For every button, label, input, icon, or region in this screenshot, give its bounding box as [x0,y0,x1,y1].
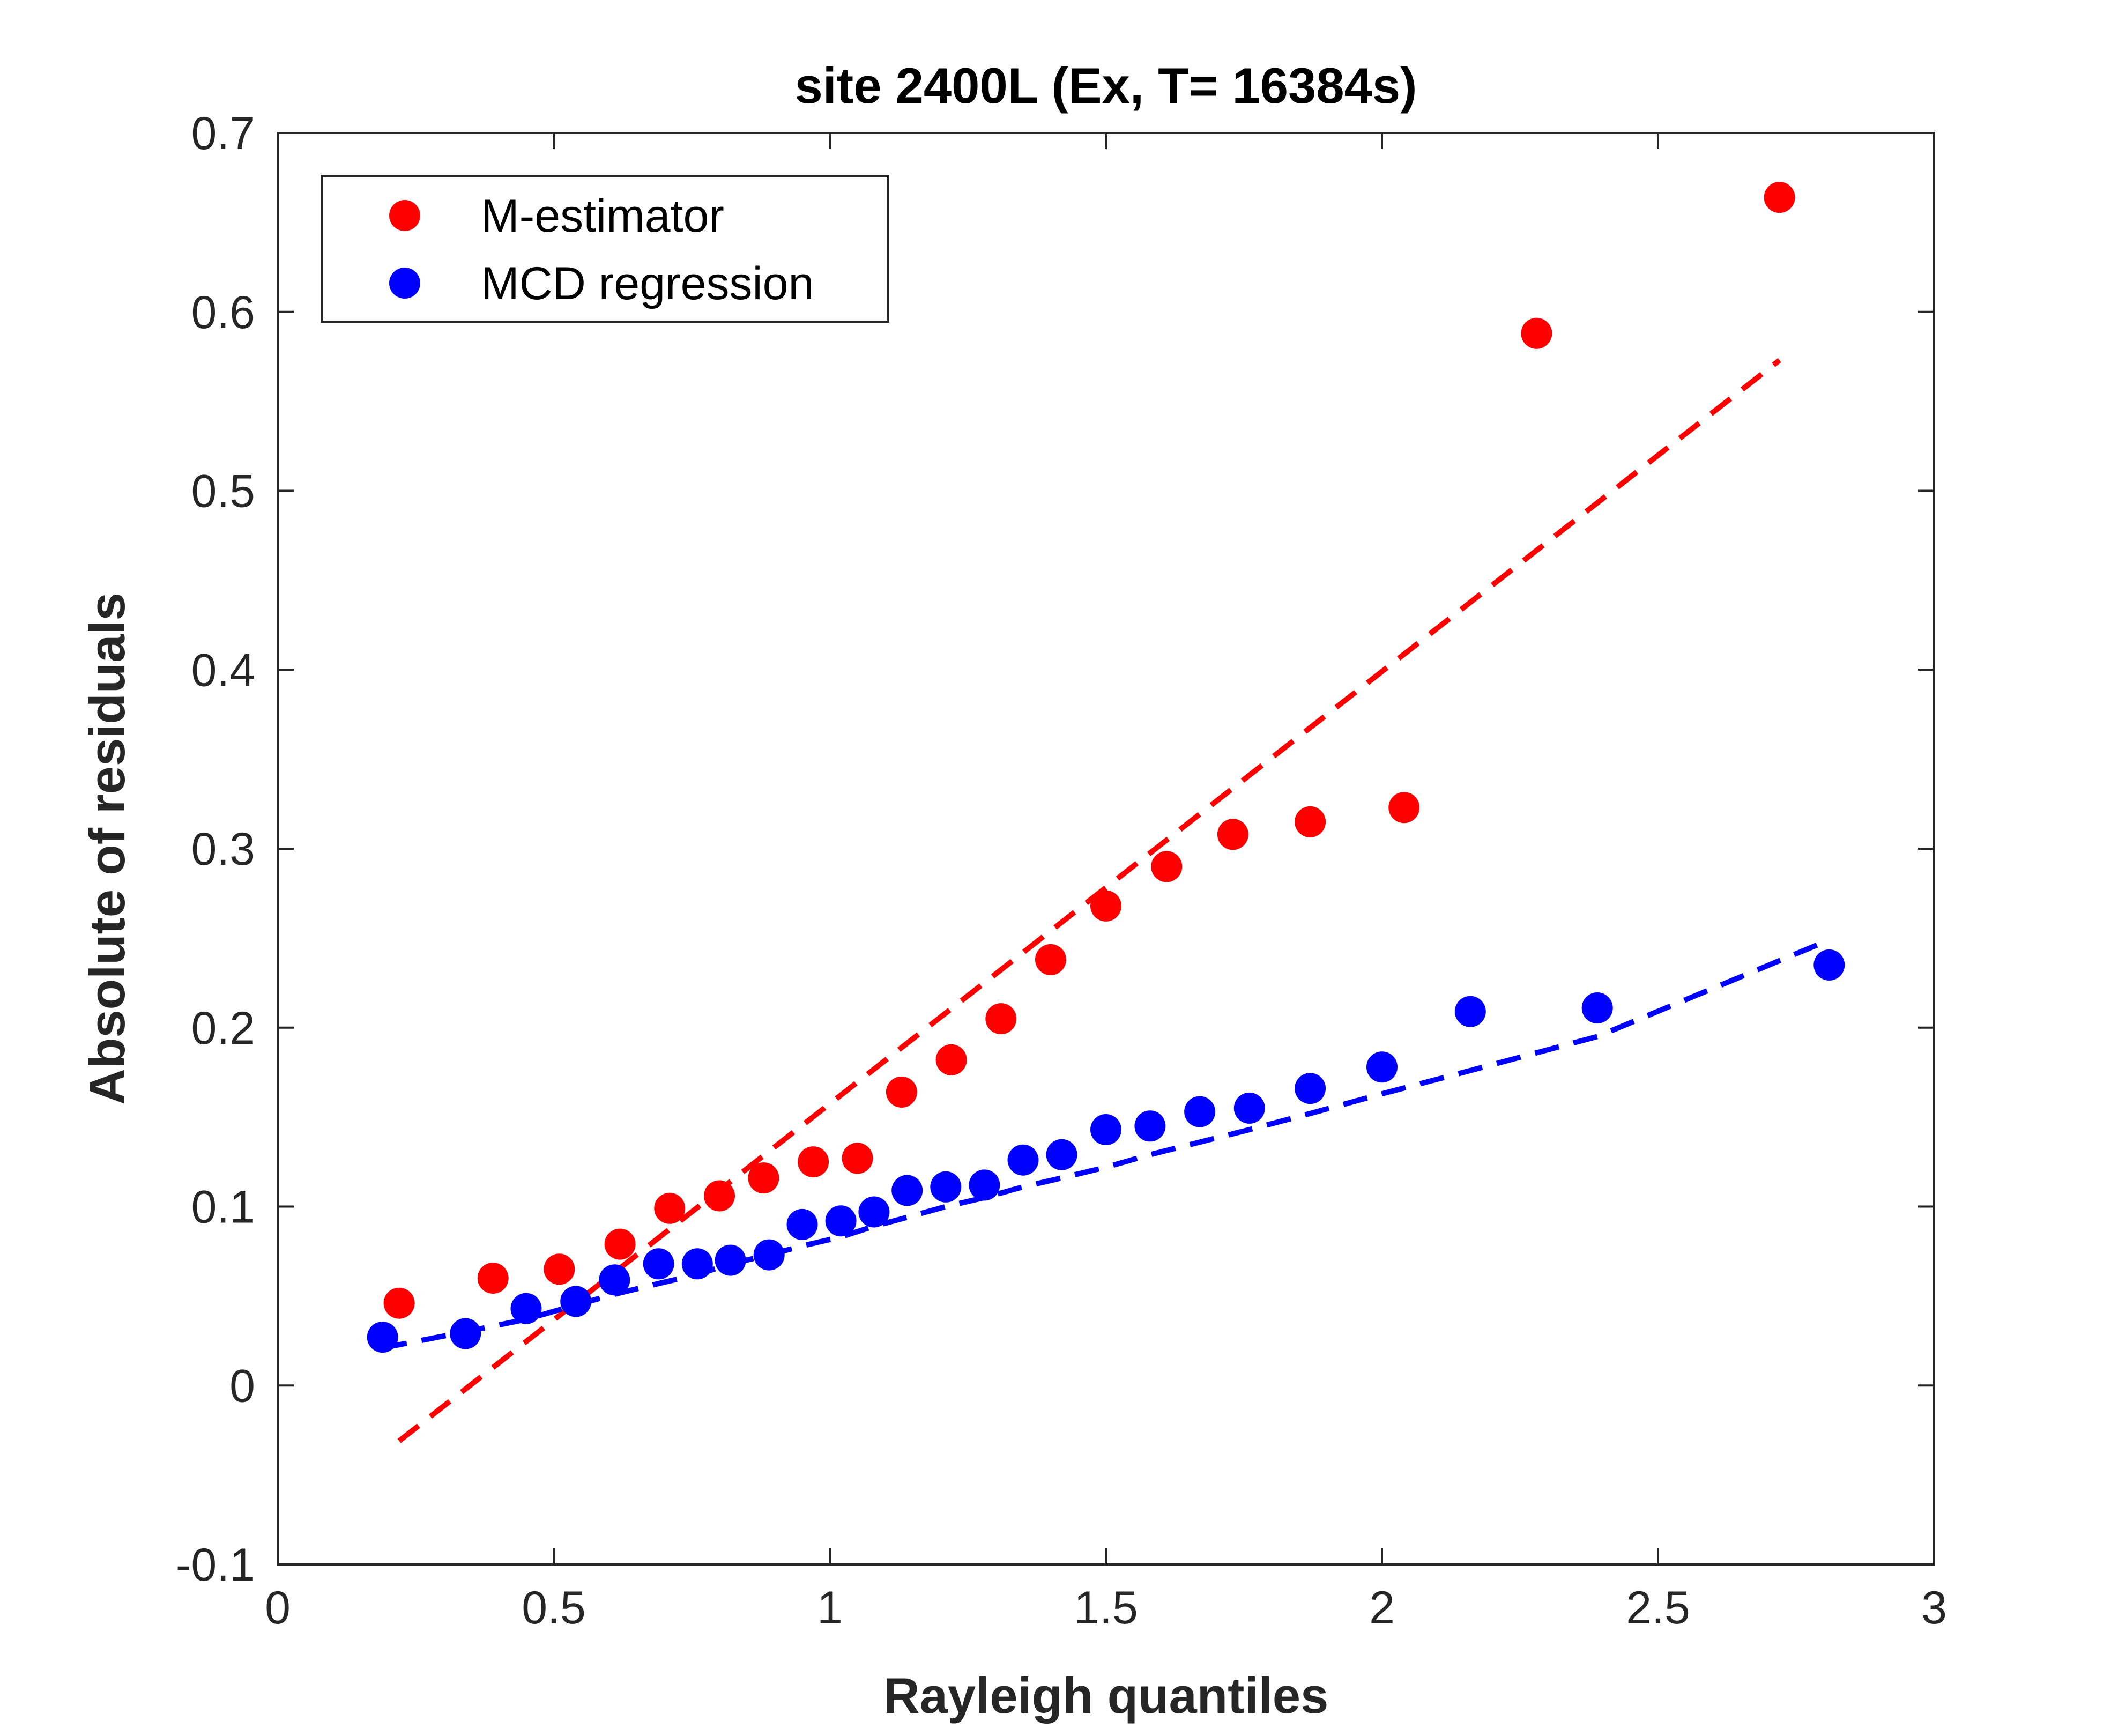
point-series-1-5 [643,1248,674,1280]
y-tick-label: 0.5 [191,466,255,517]
y-tick-label: 0.6 [191,287,255,338]
x-tick-label: 1 [817,1582,843,1634]
ticks: 0 0.5 1 1.5 2 2.5 3-0.100.10.20.30.40.50.60.7 [176,108,1947,1634]
point-series-1-11 [858,1196,890,1228]
y-axis-label: Absolute of residuals [79,592,135,1105]
y-tick-label: 0.2 [191,1003,255,1054]
x-tick-label: 0.5 [522,1582,586,1634]
point-series-1-21 [1295,1073,1326,1104]
point-series-0-14 [1151,851,1183,882]
point-series-1-6 [681,1248,713,1280]
point-series-1-25 [1813,949,1845,981]
point-series-0-1 [477,1263,509,1294]
point-series-0-2 [544,1253,575,1285]
data-markers [367,182,1845,1353]
point-series-0-4 [654,1192,686,1224]
plot-area [278,133,1934,1564]
point-series-1-1 [450,1318,481,1349]
y-tick-label: 0.1 [191,1182,255,1233]
point-series-1-22 [1366,1051,1398,1083]
point-series-1-2 [510,1293,542,1324]
point-series-0-10 [935,1044,967,1075]
x-tick-label: 3 [1921,1582,1947,1634]
point-series-1-0 [367,1322,398,1353]
x-tick-label: 2.5 [1626,1582,1690,1634]
y-tick-label: 0.3 [191,824,255,875]
point-series-1-10 [825,1205,857,1237]
legend-marker-series-0 [389,200,420,231]
point-series-0-16 [1295,806,1326,837]
point-series-1-16 [1046,1139,1077,1170]
point-series-1-4 [599,1264,630,1296]
chart-title: site 2400L (Ex, T= 16384s) [795,57,1417,114]
legend-label-series-0: M-estimator [481,190,724,242]
point-series-1-17 [1090,1114,1121,1145]
y-tick-label: 0.7 [191,108,255,159]
point-series-0-3 [604,1228,636,1260]
point-series-1-12 [891,1175,923,1206]
point-series-0-15 [1217,819,1248,850]
point-series-0-18 [1521,317,1552,349]
point-series-0-11 [985,1003,1017,1035]
y-tick-label: 0.4 [191,644,255,696]
point-series-1-9 [786,1208,818,1240]
point-series-0-0 [383,1287,415,1319]
point-series-0-17 [1388,792,1420,824]
x-tick-label: 0 [265,1582,291,1634]
legend-label-series-1: MCD regression [481,258,814,309]
x-tick-label: 1.5 [1074,1582,1138,1634]
point-series-0-7 [798,1146,829,1178]
point-series-1-18 [1134,1110,1166,1142]
point-series-1-23 [1454,996,1486,1027]
point-series-1-19 [1184,1096,1216,1127]
point-series-1-8 [753,1239,785,1271]
point-series-1-3 [560,1286,592,1317]
point-series-0-8 [842,1143,873,1174]
point-series-0-19 [1764,182,1795,213]
fit-line-series-0 [397,358,1781,1443]
point-series-1-15 [1007,1144,1039,1176]
y-tick-label: 0 [229,1360,255,1412]
point-series-0-6 [748,1162,779,1194]
x-axis-label: Rayleigh quantiles [883,1667,1329,1724]
legend-box [321,175,889,323]
y-tick-label: -0.1 [176,1539,255,1591]
point-series-1-20 [1233,1092,1265,1124]
point-series-1-13 [930,1171,962,1203]
legend: M-estimator MCD regression [321,175,889,323]
point-series-0-13 [1090,890,1121,922]
point-series-1-24 [1581,992,1613,1023]
x-tick-label: 2 [1369,1582,1395,1634]
point-series-0-12 [1035,944,1066,975]
point-series-1-14 [969,1169,1000,1201]
point-series-0-5 [704,1180,735,1212]
point-series-0-9 [886,1076,917,1108]
point-series-1-7 [715,1244,746,1276]
legend-marker-series-1 [389,268,420,299]
